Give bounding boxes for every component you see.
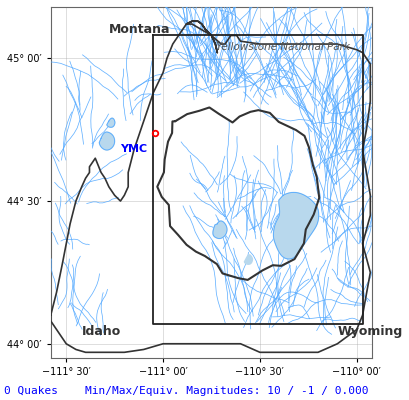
Polygon shape xyxy=(212,221,227,238)
Text: 0 Quakes    Min/Max/Equiv. Magnitudes: 10 / -1 / 0.000: 0 Quakes Min/Max/Equiv. Magnitudes: 10 /… xyxy=(4,386,368,396)
Polygon shape xyxy=(273,192,318,259)
Polygon shape xyxy=(107,118,115,127)
Polygon shape xyxy=(99,132,115,150)
Polygon shape xyxy=(244,255,252,264)
Text: YMC: YMC xyxy=(120,144,147,154)
Text: Montana: Montana xyxy=(108,23,170,36)
Text: Wyoming: Wyoming xyxy=(337,325,402,338)
Text: Idaho: Idaho xyxy=(81,325,121,338)
Text: Yellowstone National Park: Yellowstone National Park xyxy=(216,42,349,52)
